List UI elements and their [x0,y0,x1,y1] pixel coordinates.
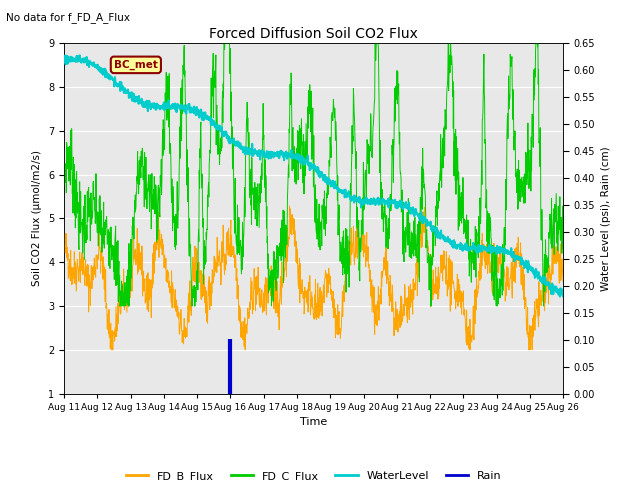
Y-axis label: Soil CO2 Flux (μmol/m2/s): Soil CO2 Flux (μmol/m2/s) [33,150,42,287]
X-axis label: Time: Time [300,417,327,427]
Y-axis label: Water Level (psi), Rain (cm): Water Level (psi), Rain (cm) [601,146,611,291]
Legend: FD_B_Flux, FD_C_Flux, WaterLevel, Rain: FD_B_Flux, FD_C_Flux, WaterLevel, Rain [122,467,506,480]
Text: BC_met: BC_met [114,60,158,70]
Title: Forced Diffusion Soil CO2 Flux: Forced Diffusion Soil CO2 Flux [209,27,418,41]
Text: No data for f_FD_A_Flux: No data for f_FD_A_Flux [6,12,131,23]
